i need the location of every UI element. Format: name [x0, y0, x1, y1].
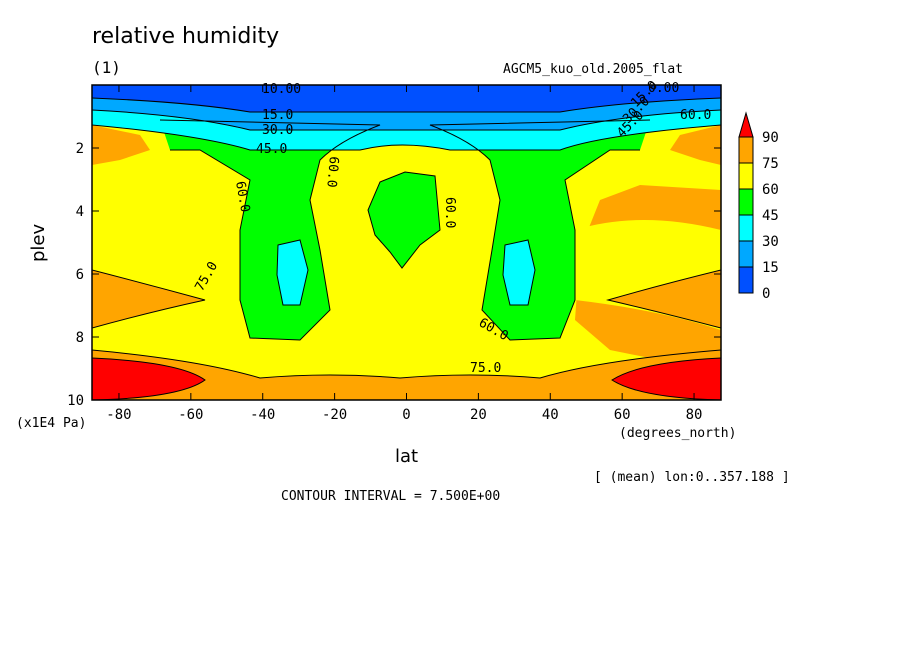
contour-line — [92, 349, 721, 379]
band-30-45-left — [277, 240, 308, 305]
contour-label: 60.0 — [442, 197, 457, 228]
colorbar-swatch — [738, 266, 754, 294]
x-tick-label: 20 — [470, 407, 487, 423]
contour-label: 30.0 — [262, 123, 293, 138]
colorbar-label: 60 — [762, 182, 779, 198]
band-90-right — [612, 358, 721, 400]
colorbar-swatch — [738, 136, 754, 164]
x-tick-label: -20 — [322, 407, 347, 423]
contour-line — [92, 357, 206, 400]
colorbar-swatch — [738, 240, 754, 268]
contour-label: 75.0 — [470, 361, 501, 376]
colorbar-label: 90 — [762, 130, 779, 146]
contour-line — [606, 269, 721, 329]
y-tick-label: 10 — [67, 393, 84, 409]
y-tick-label: 8 — [76, 330, 84, 346]
x-tick-label: 80 — [686, 407, 703, 423]
contour-line — [92, 97, 721, 113]
x-tick-label: 0 — [402, 407, 410, 423]
dataset-name: AGCM5_kuo_old.2005_flat — [503, 62, 684, 77]
chart-title: relative humidity — [92, 24, 280, 49]
y-tick-label: 4 — [76, 204, 84, 220]
colorbar-label: 45 — [762, 208, 779, 224]
band-45-60-left — [160, 120, 380, 340]
colorbar-swatch — [738, 214, 754, 242]
panel-label: (1) — [92, 58, 121, 77]
x-tick-label: -80 — [106, 407, 131, 423]
x-axis-units: (degrees_north) — [619, 426, 737, 441]
band-75-top-left — [92, 125, 150, 165]
contour-line — [611, 357, 721, 400]
colorbar-label: 15 — [762, 260, 779, 276]
colorbar-triangle — [738, 111, 754, 138]
contour-line — [367, 171, 441, 269]
x-tick-label: -60 — [178, 407, 203, 423]
y-tick-label: 6 — [76, 267, 84, 283]
y-axis-title: plev — [28, 223, 49, 262]
band-75-surface — [92, 350, 721, 400]
x-axis: -80 -60 -40 -20 0 20 40 60 80 — [106, 85, 702, 423]
band-0-15-top — [92, 85, 721, 112]
band-30-45-right — [503, 240, 535, 305]
contour-line — [276, 239, 309, 306]
contour-line — [92, 269, 206, 329]
mean-info: [ (mean) lon:0..357.188 ] — [594, 470, 790, 485]
x-axis-title: lat — [395, 446, 419, 467]
x-tick-label: -40 — [250, 407, 275, 423]
contour-fills — [92, 85, 721, 400]
contour-label: 15.0 — [262, 108, 293, 123]
band-45-60-center — [368, 172, 440, 268]
contour-line — [92, 109, 721, 131]
colorbar-swatch — [738, 188, 754, 216]
contour-lines — [92, 97, 721, 400]
band-45-60-right — [430, 120, 650, 340]
colorbar-label: 0 — [762, 286, 770, 302]
band-75-top-right — [670, 125, 721, 165]
y-tick-label: 2 — [76, 141, 84, 157]
x-tick-label: 40 — [542, 407, 559, 423]
y-axis-units: (x1E4 Pa) — [16, 416, 87, 431]
band-75-lens-left — [92, 270, 205, 328]
contour-line — [502, 239, 536, 306]
contour-label: 60.0 — [232, 180, 252, 213]
contour-label: 60.0 — [680, 108, 711, 123]
contour-interval: CONTOUR INTERVAL = 7.500E+00 — [281, 489, 501, 504]
colorbar-swatch — [738, 162, 754, 190]
y-axis: 2 4 6 8 10 — [67, 141, 721, 409]
colorbar: 0 15 30 45 60 75 90 — [738, 111, 779, 302]
colorbar-label: 30 — [762, 234, 779, 250]
band-75-lens-right — [608, 270, 721, 328]
contour-line — [159, 119, 381, 341]
contour-label: 45.0 — [256, 142, 287, 157]
contour-label: 60.0 — [323, 156, 341, 189]
colorbar-label: 75 — [762, 156, 779, 172]
x-tick-label: 60 — [614, 407, 631, 423]
contour-line — [429, 119, 651, 341]
contour-line — [92, 124, 721, 151]
